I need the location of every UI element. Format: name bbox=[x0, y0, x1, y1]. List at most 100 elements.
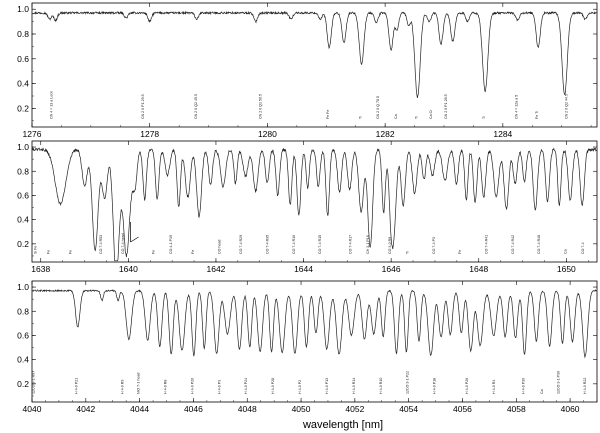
line-identification: Si Fe bbox=[33, 246, 37, 254]
y-tick-label: 0.8 bbox=[17, 166, 29, 176]
line-identification: H 4-0 P13 bbox=[325, 378, 329, 394]
y-tick-label: 0.6 bbox=[17, 54, 29, 64]
x-tick-label: 1650 bbox=[557, 264, 576, 274]
line-identification: Fe Ti bbox=[535, 111, 539, 119]
x-tick-label: 1284 bbox=[493, 129, 512, 139]
line-identification: H 4-0 R10 bbox=[379, 378, 383, 394]
line-identification: CO 7-4 R15 bbox=[318, 235, 322, 254]
line-identification: H 4-0 R4 bbox=[492, 380, 496, 394]
x-tick-label: 4052 bbox=[345, 404, 364, 414]
band-head-marker bbox=[130, 236, 139, 243]
spectrum-panel-top: 0.2 0.4 0.6 0.8 1.0 1276 1278 1280 1282 1284 CN 4 … bbox=[17, 2, 598, 139]
x-tick-label: 1640 bbox=[119, 264, 138, 274]
x-tick-label: 4050 bbox=[292, 404, 311, 414]
x-tick-label: 1280 bbox=[258, 129, 277, 139]
line-identification: H 4-0 P26 bbox=[190, 378, 194, 394]
line-identification: H 4-0 P2 bbox=[298, 380, 302, 394]
line-identification: CO 7-4 R17 bbox=[349, 235, 353, 254]
line-identification: CO 3-0 R9 bbox=[388, 237, 392, 254]
x-tick-label: 4060 bbox=[561, 404, 580, 414]
x-tick-label: 1642 bbox=[206, 264, 225, 274]
line-identification: Fe bbox=[47, 250, 51, 254]
line-identification: Fe bbox=[458, 250, 462, 254]
spectrum-line bbox=[31, 288, 598, 359]
line-identification: NiO 7-1 head bbox=[137, 373, 141, 394]
line-identification: CH 3-1 P18 bbox=[366, 235, 370, 254]
line-identification: Ca bbox=[394, 114, 398, 119]
x-tick-label: 4046 bbox=[184, 404, 203, 414]
line-identification: 12CO 3-1 R97 bbox=[32, 371, 36, 394]
spectrum-panel-middle: 0.2 0.4 0.6 0.8 1.0 1638 1640 1642 1644 1646 1648 1… bbox=[17, 140, 598, 274]
y-tick-label: 0.4 bbox=[17, 215, 29, 225]
line-identification: CO head bbox=[217, 240, 221, 254]
line-identification: Fe bbox=[152, 250, 156, 254]
y-tick-label: 1.0 bbox=[17, 142, 29, 152]
line-identification: H 4-0 P28 bbox=[271, 378, 275, 394]
y-tick-label: 0.8 bbox=[17, 306, 29, 316]
line-identification: Ti bbox=[359, 116, 363, 119]
line-identification: CO 7-4 R35 bbox=[266, 235, 270, 254]
y-tick-label: 0.2 bbox=[17, 103, 29, 113]
x-tick-label: 1646 bbox=[382, 264, 401, 274]
line-identification: H 4-0 P30 bbox=[521, 378, 525, 394]
x-tick-label: 1648 bbox=[469, 264, 488, 274]
line-identification: CN 2 0 Q1 50.5 bbox=[259, 94, 263, 119]
y-tick-label: 0.4 bbox=[17, 355, 29, 365]
line-identification: CN 2 0 Q 78.5 bbox=[376, 96, 380, 119]
line-identification: CN 2 0 P1 28.5 bbox=[444, 94, 448, 119]
line-identification: CO 7-4 R53 bbox=[99, 235, 103, 254]
x-tick-label: 1276 bbox=[23, 129, 42, 139]
line-identification: Ca bbox=[563, 249, 567, 254]
line-identification: H 4-0 R22 bbox=[583, 378, 587, 394]
line-identification: CO 7-4 head bbox=[121, 233, 125, 254]
x-tick-label: 1278 bbox=[140, 129, 159, 139]
line-identification: H 4-0 P21 bbox=[75, 378, 79, 394]
line-identification: CN 4 = 13 a Lock bbox=[50, 91, 54, 119]
line-identification: Ti bbox=[406, 251, 410, 254]
spectrum-panel-bottom: 0.2 0.4 0.6 0.8 1.0 4040 4042 4044 4046 4048 4050 4… bbox=[17, 280, 598, 414]
line-identification: CO 7-4 R48 bbox=[537, 235, 541, 254]
plot-frame bbox=[31, 280, 598, 403]
x-tick-label: 4054 bbox=[399, 404, 418, 414]
y-tick-label: 1.0 bbox=[17, 282, 29, 292]
spectrum-line bbox=[31, 147, 598, 262]
line-identification: H 4-0 R9 bbox=[120, 380, 124, 394]
y-tick-label: 1.0 bbox=[17, 4, 29, 14]
x-axis-label: wavelength [nm] bbox=[302, 419, 383, 431]
line-identification: H 4-0 R8 bbox=[164, 380, 168, 394]
plot-frame bbox=[31, 140, 598, 263]
line-identification: Ti bbox=[482, 116, 486, 119]
line-identification: CO 7-4 bbox=[581, 242, 585, 254]
line-identification: CN 2 0 P1 29.5 bbox=[141, 94, 145, 119]
line-identification: H 4-0 P24 bbox=[244, 378, 248, 394]
line-identification: CO 7-4 R42 bbox=[511, 235, 515, 254]
line-identification: Fe bbox=[191, 250, 195, 254]
line-identification: H 4-0 P3 bbox=[217, 380, 221, 394]
x-tick-label: 4042 bbox=[76, 404, 95, 414]
line-identification: CN 4 = 12a a 5 bbox=[515, 95, 519, 119]
spectrum-line bbox=[31, 10, 598, 98]
x-tick-label: 4058 bbox=[507, 404, 526, 414]
line-identification: 12CO 3-1 P30 bbox=[556, 371, 560, 394]
line-identification: Fe bbox=[68, 250, 72, 254]
line-identification: CN 2 0 Q2 44.5 bbox=[565, 94, 569, 119]
x-tick-label: 1638 bbox=[31, 264, 50, 274]
x-tick-label: 4040 bbox=[23, 404, 42, 414]
x-tick-label: 1282 bbox=[376, 129, 395, 139]
plot-frame bbox=[31, 2, 598, 128]
line-identification: CO 4-1 P19 bbox=[169, 235, 173, 254]
line-identification: CN 2 0 Q2 45.5 bbox=[194, 94, 198, 119]
x-tick-label: 4056 bbox=[453, 404, 472, 414]
line-identification: Ca Cr bbox=[429, 109, 433, 119]
y-tick-label: 0.4 bbox=[17, 79, 29, 89]
line-identification: CO 7-4 P3 bbox=[432, 237, 436, 254]
line-identification: H 4-0 P18 bbox=[433, 378, 437, 394]
line-identification: CO 7-4 R10 bbox=[292, 235, 296, 254]
y-tick-label: 0.6 bbox=[17, 330, 29, 340]
line-identification: Ca bbox=[540, 389, 544, 394]
line-identification: H 4-0 R14 bbox=[352, 378, 356, 394]
x-tick-label: 4048 bbox=[238, 404, 257, 414]
x-tick-label: 4044 bbox=[130, 404, 149, 414]
line-identification: CO 7-4 R29 bbox=[239, 235, 243, 254]
